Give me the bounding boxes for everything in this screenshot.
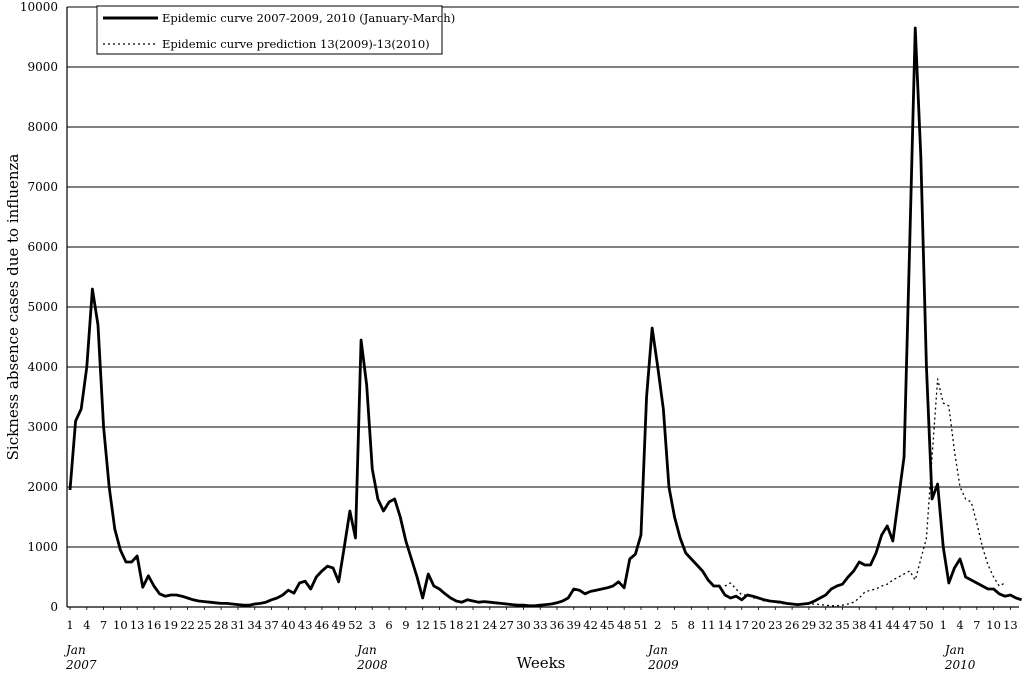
x-tick-label: 44 (886, 618, 901, 632)
x-tick-label: 24 (483, 618, 498, 632)
x-tick-label: 35 (835, 618, 850, 632)
x-tick-label: 21 (466, 618, 481, 632)
x-tick-label: 6 (385, 618, 392, 632)
x-tick-label: 4 (83, 618, 90, 632)
x-tick-label: 34 (247, 618, 262, 632)
x-tick-label: 23 (768, 618, 783, 632)
legend: Epidemic curve 2007-2009, 2010 (January-… (96, 5, 455, 55)
x-tick-label: 17 (734, 618, 749, 632)
year-label: 2009 (647, 658, 679, 672)
series-layer (68, 26, 1023, 608)
year-month-label: Jan (645, 643, 668, 657)
series-line-actual (68, 26, 1023, 608)
y-tick-label: 3000 (27, 420, 58, 434)
x-tick-label: 5 (671, 618, 678, 632)
x-tick-label: 50 (919, 618, 934, 632)
y-tick-label: 1000 (27, 540, 58, 554)
x-tick-label: 14 (718, 618, 733, 632)
x-tick-label: 38 (852, 618, 867, 632)
x-tick-label: 48 (617, 618, 632, 632)
year-label: 2007 (65, 658, 97, 672)
x-tick-label: 42 (583, 618, 598, 632)
year-label: 2010 (944, 658, 976, 672)
x-tick-label: 51 (634, 618, 649, 632)
y-tick-label: 10000 (20, 0, 58, 14)
x-tick-label: 46 (315, 618, 330, 632)
x-tick-label: 41 (869, 618, 884, 632)
x-tick-label: 30 (516, 618, 531, 632)
year-month-label: Jan (354, 643, 377, 657)
grid-lines (67, 6, 1019, 548)
x-tick-label: 16 (147, 618, 162, 632)
x-axis: 1 4 7 10 13 16 19 22 25 28 31 34 37 40 43 46 49 52 3 6 9 12 15… (63, 7, 1019, 672)
x-tick-label: 1 (940, 618, 947, 632)
x-tick-label: 45 (600, 618, 615, 632)
y-tick-label: 6000 (27, 240, 58, 254)
x-tick-label: 1 (66, 618, 73, 632)
x-tick-label: 25 (197, 618, 212, 632)
y-axis-label: Sickness absence cases due to influenza (4, 154, 22, 461)
x-tick-label: 52 (348, 618, 363, 632)
x-tick-label: 31 (231, 618, 246, 632)
x-tick-label: 29 (802, 618, 817, 632)
x-tick-label: 43 (298, 618, 313, 632)
x-tick-label: 7 (100, 618, 107, 632)
series-line-prediction (724, 378, 1006, 607)
y-tick-label: 7000 (27, 180, 58, 194)
x-tick-label: 32 (818, 618, 833, 632)
y-tick-label: 9000 (27, 60, 58, 74)
year-label: 2008 (356, 658, 388, 672)
x-tick-label: 8 (688, 618, 695, 632)
x-tick-label: 22 (180, 618, 195, 632)
y-tick-label: 8000 (27, 120, 58, 134)
x-tick-label: 10 (986, 618, 1001, 632)
x-tick-label: 36 (550, 618, 565, 632)
x-tick-label: 11 (701, 618, 716, 632)
x-tick-label: 13 (1003, 618, 1018, 632)
y-tick-label: 2000 (27, 480, 58, 494)
x-axis-label: Weeks (517, 654, 566, 672)
x-tick-label: 7 (973, 618, 980, 632)
year-month-label: Jan (942, 643, 965, 657)
y-tick-label: 0 (50, 600, 58, 614)
x-tick-label: 2 (654, 618, 661, 632)
x-tick-label: 47 (902, 618, 917, 632)
x-tick-label: 10 (113, 618, 128, 632)
x-tick-label: 12 (415, 618, 430, 632)
x-tick-label: 37 (264, 618, 279, 632)
x-tick-label: 4 (956, 618, 963, 632)
x-tick-label: 28 (214, 618, 229, 632)
year-month-label: Jan (63, 643, 86, 657)
x-tick-label: 3 (369, 618, 376, 632)
x-tick-label: 19 (163, 618, 178, 632)
y-tick-label: 4000 (27, 360, 58, 374)
x-tick-label: 40 (281, 618, 296, 632)
x-tick-label: 9 (402, 618, 409, 632)
x-tick-label: 20 (751, 618, 766, 632)
x-tick-label: 39 (566, 618, 581, 632)
y-tick-label: 5000 (27, 300, 58, 314)
legend-label-prediction: Epidemic curve prediction 13(2009)-13(20… (162, 37, 430, 51)
x-tick-label: 33 (533, 618, 548, 632)
x-tick-label: 26 (785, 618, 800, 632)
y-axis-ticks: 0 1000 2000 3000 4000 5000 6000 7000 8000 9000 100… (20, 0, 58, 614)
x-tick-label: 15 (432, 618, 447, 632)
x-tick-label: 13 (130, 618, 145, 632)
legend-label-actual: Epidemic curve 2007-2009, 2010 (January-… (162, 11, 455, 25)
legend-box (96, 5, 443, 55)
x-tick-label: 18 (449, 618, 464, 632)
x-tick-label: 49 (331, 618, 346, 632)
x-tick-label: 27 (499, 618, 514, 632)
